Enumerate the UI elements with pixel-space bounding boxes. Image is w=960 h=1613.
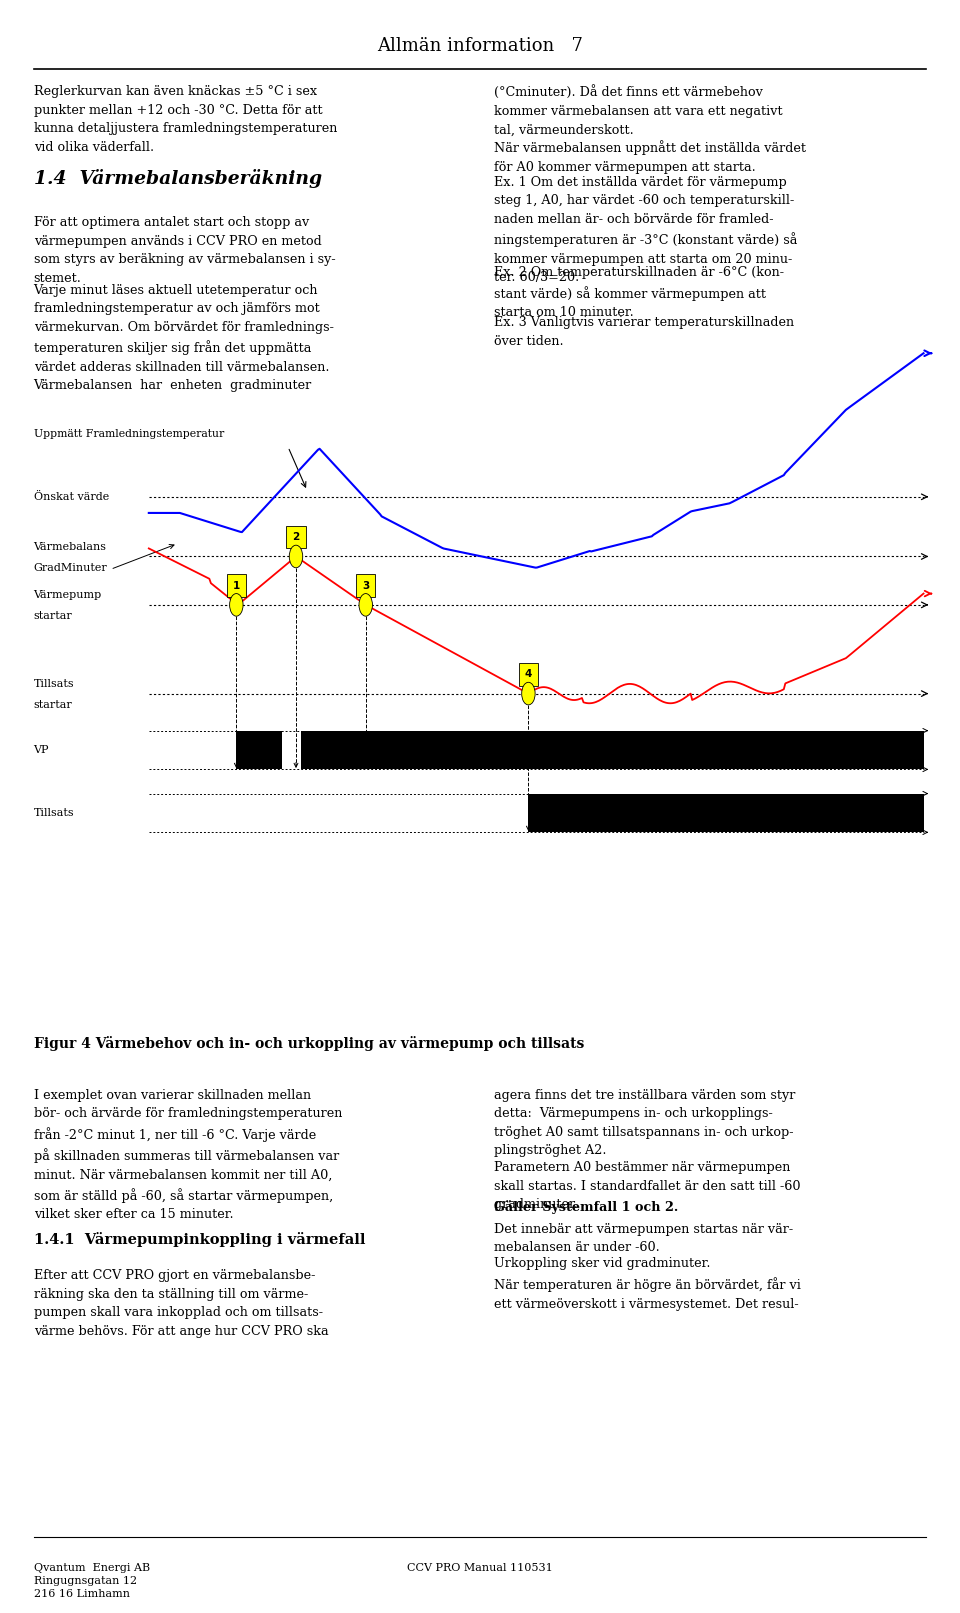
Bar — [356, 574, 375, 597]
Text: (°Cminuter). Då det finns ett värmebehov
kommer värmebalansen att vara ett negat: (°Cminuter). Då det finns ett värmebehov… — [494, 85, 783, 137]
Text: Urkoppling sker vid gradminuter.: Urkoppling sker vid gradminuter. — [494, 1257, 711, 1269]
Text: CCV PRO Manual 110531: CCV PRO Manual 110531 — [407, 1563, 553, 1573]
Text: Efter att CCV PRO gjort en värmebalansbe-
räkning ska den ta ställning till om v: Efter att CCV PRO gjort en värmebalansbe… — [34, 1269, 328, 1337]
Text: När temperaturen är högre än börvärdet, får vi
ett värmeöverskott i värmesysteme: När temperaturen är högre än börvärdet, … — [494, 1277, 802, 1311]
Text: Uppmätt Framledningstemperatur: Uppmätt Framledningstemperatur — [34, 429, 224, 439]
Text: startar: startar — [34, 700, 72, 710]
Text: För att optimera antalet start och stopp av
värmepumpen används i CCV PRO en met: För att optimera antalet start och stopp… — [34, 216, 335, 284]
Text: 2: 2 — [293, 532, 300, 542]
Bar — [286, 526, 305, 548]
Text: Figur 4 Värmebehov och in- och urkoppling av värmepump och tillsats: Figur 4 Värmebehov och in- och urkopplin… — [34, 1036, 584, 1050]
Text: Gäller Systemfall 1 och 2.: Gäller Systemfall 1 och 2. — [494, 1200, 679, 1215]
Text: agera finns det tre inställbara värden som styr
detta:  Värmepumpens in- och urk: agera finns det tre inställbara värden s… — [494, 1089, 796, 1157]
Text: Varje minut läses aktuell utetemperatur och
framledningstemperatur av och jämför: Varje minut läses aktuell utetemperatur … — [34, 284, 333, 392]
Text: Det innebär att värmepumpen startas när vär-
mebalansen är under -60.: Det innebär att värmepumpen startas när … — [494, 1223, 794, 1255]
Bar — [300, 731, 924, 769]
Circle shape — [359, 594, 372, 616]
Text: VP: VP — [34, 745, 49, 755]
Text: Ex. 2 Om temperaturskillnaden är -6°C (kon-
stant värde) så kommer värmepumpen a: Ex. 2 Om temperaturskillnaden är -6°C (k… — [494, 266, 784, 319]
Text: startar: startar — [34, 611, 72, 621]
Text: Ex. 1 Om det inställda värdet för värmepump
steg 1, A0, har värdet -60 och tempe: Ex. 1 Om det inställda värdet för värmep… — [494, 176, 798, 284]
Text: 4: 4 — [525, 669, 532, 679]
Bar — [528, 794, 924, 832]
Text: Värmebalans: Värmebalans — [34, 542, 107, 552]
Circle shape — [229, 594, 243, 616]
Text: 1.4.1  Värmepumpinkoppling i värmefall: 1.4.1 Värmepumpinkoppling i värmefall — [34, 1232, 365, 1247]
Text: GradMinuter: GradMinuter — [34, 563, 108, 573]
Bar — [518, 663, 538, 686]
Text: I exemplet ovan varierar skillnaden mellan
bör- och ärvärde för framledningstemp: I exemplet ovan varierar skillnaden mell… — [34, 1089, 342, 1221]
Bar — [236, 731, 281, 769]
Bar — [227, 574, 246, 597]
Text: 3: 3 — [362, 581, 370, 590]
Circle shape — [521, 682, 535, 705]
Circle shape — [289, 545, 302, 568]
Text: Önskat värde: Önskat värde — [34, 492, 108, 502]
Text: Värmepump: Värmepump — [34, 590, 102, 600]
Text: Tillsats: Tillsats — [34, 808, 74, 818]
Text: Qvantum  Energi AB
Ringugnsgatan 12
216 16 Limhamn: Qvantum Energi AB Ringugnsgatan 12 216 1… — [34, 1563, 150, 1600]
Text: När värmebalansen uppnått det inställda värdet
för A0 kommer värmepumpen att sta: När värmebalansen uppnått det inställda … — [494, 140, 806, 174]
Text: 1: 1 — [232, 581, 240, 590]
Text: Tillsats: Tillsats — [34, 679, 74, 689]
Text: 1.4  Värmebalansberäkning: 1.4 Värmebalansberäkning — [34, 169, 322, 189]
Text: Reglerkurvan kan även knäckas ±5 °C i sex
punkter mellan +12 och -30 °C. Detta f: Reglerkurvan kan även knäckas ±5 °C i se… — [34, 85, 337, 153]
Text: Parametern A0 bestämmer när värmepumpen
skall startas. I standardfallet är den s: Parametern A0 bestämmer när värmepumpen … — [494, 1161, 801, 1211]
Text: Ex. 3 Vanligtvis varierar temperaturskillnaden
över tiden.: Ex. 3 Vanligtvis varierar temperaturskil… — [494, 316, 795, 348]
Text: Allmän information   7: Allmän information 7 — [377, 37, 583, 55]
